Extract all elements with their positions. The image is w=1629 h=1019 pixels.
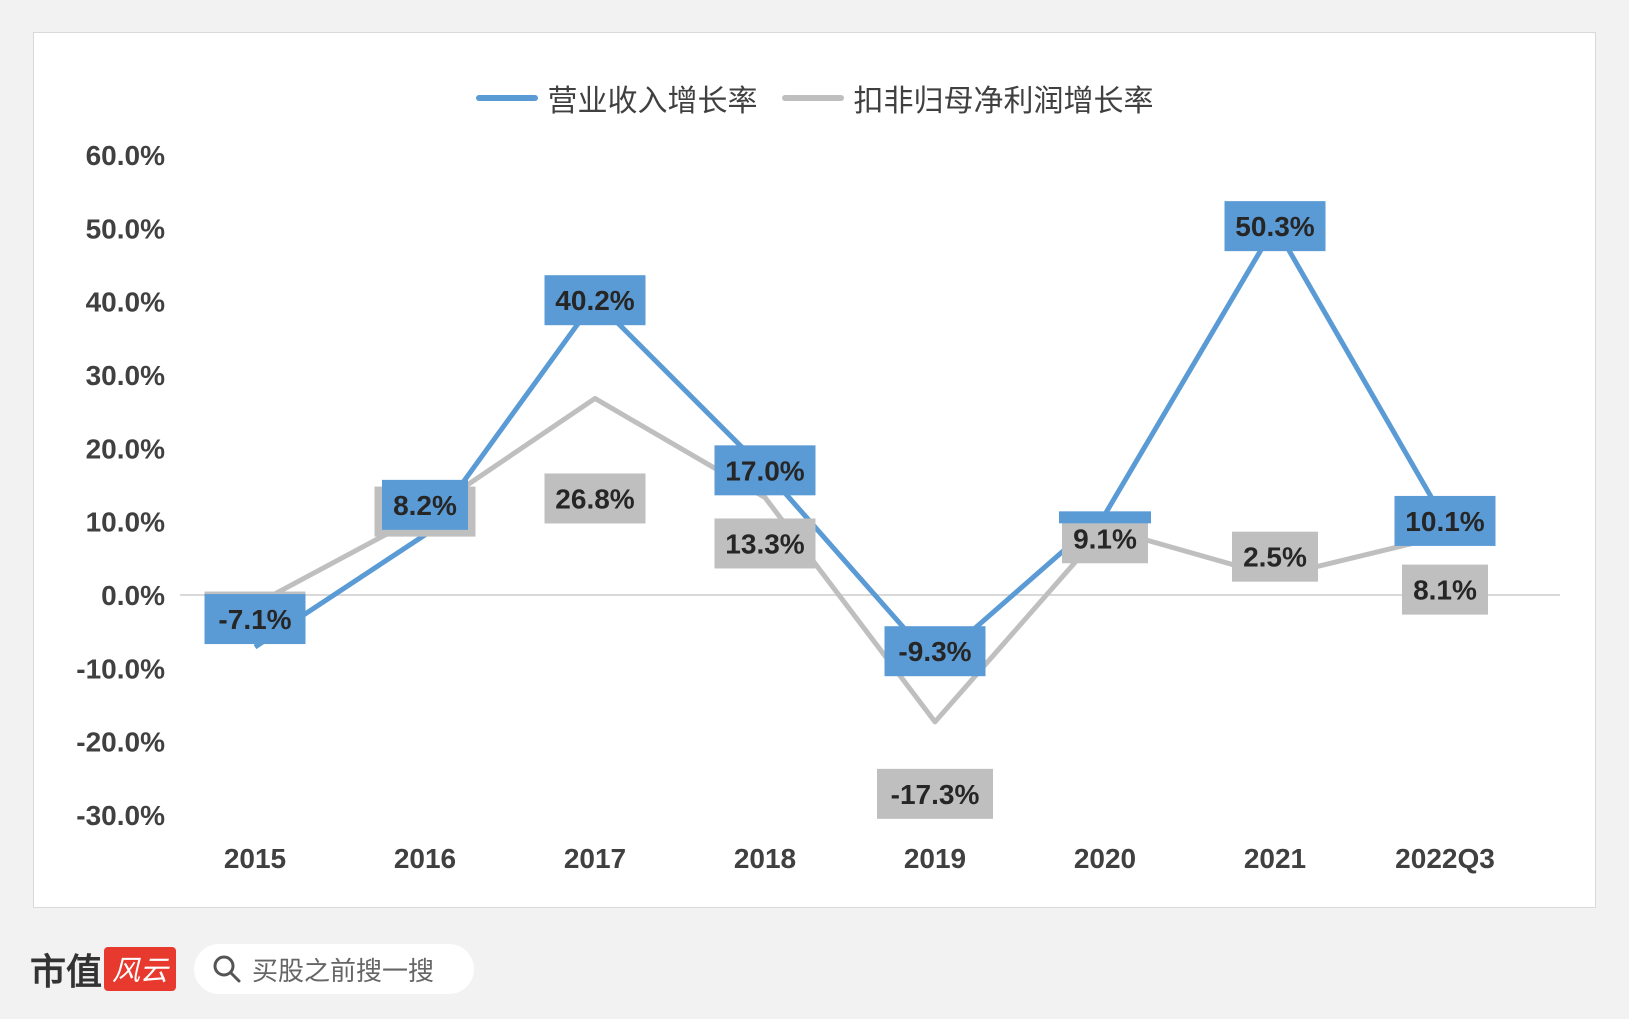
y-tick-label: 0.0% bbox=[101, 580, 165, 611]
legend-swatch-profit bbox=[781, 95, 844, 101]
brand-logo: 市值 风云 bbox=[30, 943, 177, 995]
footer: 市值 风云 买股之前搜一搜 bbox=[30, 942, 475, 996]
legend-label-revenue: 营业收入增长率 bbox=[547, 85, 758, 118]
x-tick-label: 2021 bbox=[1244, 843, 1306, 874]
y-tick-label: 30.0% bbox=[86, 360, 165, 391]
chart-legend: 营业收入增长率 扣非归母净利润增长率 bbox=[0, 76, 1629, 120]
x-tick-label: 2019 bbox=[904, 843, 966, 874]
data-label: -17.3% bbox=[891, 779, 980, 810]
legend-item-profit: 扣非归母净利润增长率 bbox=[781, 76, 1154, 120]
y-tick-label: 40.0% bbox=[86, 287, 165, 318]
data-label: 17.0% bbox=[725, 455, 804, 486]
data-label: 50.3% bbox=[1235, 211, 1314, 242]
y-tick-label: 60.0% bbox=[86, 140, 165, 171]
data-label-box bbox=[382, 479, 468, 530]
x-tick-label: 2016 bbox=[394, 843, 456, 874]
data-label-box bbox=[544, 275, 646, 326]
data-label: 40.2% bbox=[555, 285, 634, 316]
data-label-marker bbox=[1059, 511, 1151, 524]
x-tick-label: 2017 bbox=[564, 843, 626, 874]
y-tick-label: 10.0% bbox=[86, 507, 165, 538]
x-tick-label: 2020 bbox=[1074, 843, 1136, 874]
data-label-box bbox=[1402, 564, 1488, 615]
data-label-box bbox=[204, 594, 306, 645]
x-tick-label: 2015 bbox=[224, 843, 286, 874]
data-label-box bbox=[544, 473, 646, 524]
legend-label-profit: 扣非归母净利润增长率 bbox=[853, 85, 1154, 118]
brand-badge: 风云 bbox=[104, 947, 177, 991]
data-label-box bbox=[1224, 201, 1326, 252]
x-tick-label: 2018 bbox=[734, 843, 796, 874]
y-tick-label: -30.0% bbox=[76, 800, 165, 831]
data-label: 8.1% bbox=[1413, 575, 1477, 606]
data-label: 8.2% bbox=[393, 490, 457, 521]
y-tick-label: -20.0% bbox=[76, 727, 165, 758]
data-label: 10.1% bbox=[1405, 506, 1484, 537]
data-label-box bbox=[714, 518, 816, 569]
data-label: 9.1% bbox=[1073, 523, 1137, 554]
data-label: -9.3% bbox=[898, 636, 971, 667]
line-chart: 60.0% 50.0% 40.0% 30.0% 20.0% 10.0% 0.0% -10.0%… bbox=[76, 140, 1560, 874]
data-label-box bbox=[884, 626, 986, 677]
y-tick-label: 50.0% bbox=[86, 213, 165, 244]
data-label-box bbox=[1394, 495, 1496, 546]
brand-text: 市值 bbox=[30, 951, 103, 993]
series-line-0 bbox=[253, 223, 1448, 666]
data-label-box bbox=[714, 445, 816, 496]
data-label: 13.3% bbox=[725, 528, 804, 559]
y-tick-label: 20.0% bbox=[86, 433, 165, 464]
y-tick-label: -10.0% bbox=[76, 653, 165, 684]
data-label-box bbox=[1232, 531, 1318, 582]
search-box[interactable]: 买股之前搜一搜 bbox=[194, 944, 475, 994]
legend-swatch-revenue bbox=[475, 95, 538, 101]
data-label: 26.8% bbox=[555, 483, 634, 514]
data-label: 2.5% bbox=[1243, 542, 1307, 573]
search-placeholder: 买股之前搜一搜 bbox=[252, 955, 435, 986]
legend-item-revenue: 营业收入增长率 bbox=[475, 76, 758, 120]
data-label: -7.1% bbox=[218, 604, 291, 635]
x-tick-label: 2022Q3 bbox=[1395, 843, 1495, 874]
data-label-box bbox=[877, 768, 993, 819]
search-icon bbox=[213, 955, 241, 983]
